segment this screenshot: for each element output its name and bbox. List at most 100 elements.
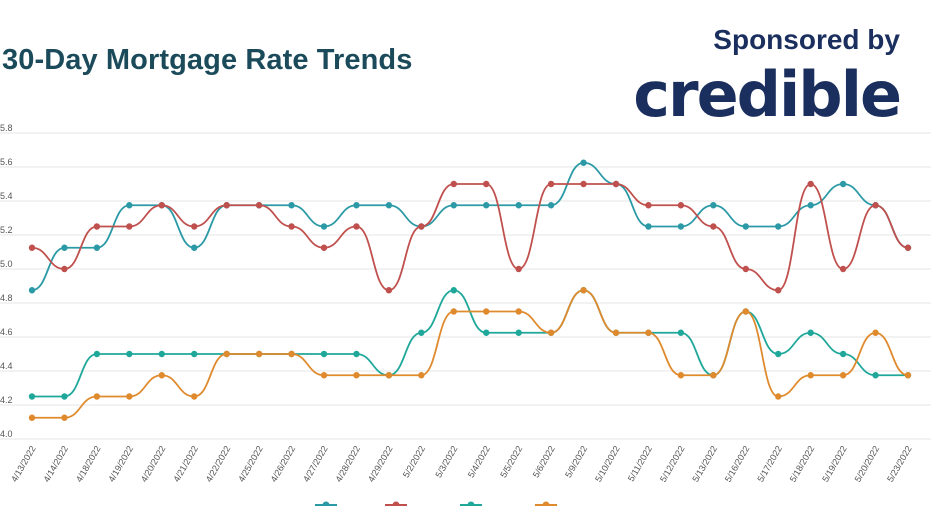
data-point xyxy=(191,393,198,400)
data-point xyxy=(158,202,165,209)
data-point xyxy=(191,223,198,230)
data-point xyxy=(28,393,36,400)
data-point xyxy=(710,372,717,379)
data-point xyxy=(872,329,879,336)
x-tick-label: 4/29/2022 xyxy=(366,444,395,484)
data-point xyxy=(580,159,587,166)
data-point xyxy=(547,329,555,336)
data-point xyxy=(353,202,360,209)
data-point xyxy=(742,223,749,230)
x-tick-label: 4/21/2022 xyxy=(171,444,200,484)
data-point xyxy=(677,372,685,379)
series-4 xyxy=(28,287,912,421)
x-tick-label: 5/4/2022 xyxy=(466,444,492,479)
data-point xyxy=(320,372,328,379)
legend xyxy=(315,501,557,506)
grid-lines xyxy=(0,132,931,440)
x-tick-label: 4/19/2022 xyxy=(106,444,135,484)
legend-swatch-marker xyxy=(467,501,475,506)
data-point xyxy=(28,287,36,294)
data-point xyxy=(677,223,685,230)
y-tick-label: 4.2 xyxy=(0,395,13,405)
x-tick-label: 5/17/2022 xyxy=(755,444,784,484)
data-point xyxy=(28,244,36,251)
data-point xyxy=(61,265,68,273)
data-point xyxy=(839,265,847,273)
data-point xyxy=(710,202,717,209)
data-point xyxy=(126,223,133,230)
series-1 xyxy=(28,159,912,294)
x-tick-label: 5/9/2022 xyxy=(563,444,589,479)
data-point xyxy=(191,350,198,358)
data-point xyxy=(807,372,814,379)
legend-swatch-marker xyxy=(542,501,550,506)
sponsor-block: Sponsored by credible xyxy=(633,20,902,131)
data-point xyxy=(320,223,328,230)
data-point xyxy=(255,202,263,209)
data-point xyxy=(418,223,425,230)
legend-swatch-marker xyxy=(392,501,400,506)
data-point xyxy=(839,350,847,358)
data-point xyxy=(126,350,133,358)
data-point xyxy=(255,350,263,358)
x-axis-ticks: 4/13/2022 4/14/2022 4/18/2022 4/19/2022 4/20… xyxy=(9,444,914,484)
data-point xyxy=(515,202,522,209)
x-tick-label: 5/6/2022 xyxy=(531,444,557,479)
data-point xyxy=(320,244,328,251)
data-point xyxy=(418,329,425,336)
sponsored-by-label: Sponsored by xyxy=(713,24,900,55)
data-point xyxy=(807,329,814,336)
data-point xyxy=(288,350,295,358)
data-point xyxy=(353,350,360,358)
x-tick-label: 4/18/2022 xyxy=(74,444,103,484)
data-point xyxy=(612,180,620,188)
data-point xyxy=(839,180,847,188)
data-point xyxy=(126,393,133,400)
data-point xyxy=(645,223,652,230)
data-point xyxy=(547,202,555,209)
x-tick-label: 5/11/2022 xyxy=(626,444,654,483)
data-point xyxy=(223,350,230,358)
data-point xyxy=(288,223,295,230)
x-tick-label: 5/10/2022 xyxy=(593,444,622,484)
data-point xyxy=(93,393,101,400)
data-point xyxy=(775,393,782,400)
y-tick-label: 4.4 xyxy=(0,361,13,371)
x-tick-label: 4/20/2022 xyxy=(139,444,168,484)
data-point xyxy=(677,329,685,336)
data-point xyxy=(807,180,814,188)
data-point xyxy=(872,202,879,209)
data-point xyxy=(158,372,165,379)
data-point xyxy=(775,223,782,230)
x-tick-label: 4/13/2022 xyxy=(9,444,38,484)
data-point xyxy=(742,308,749,315)
data-point xyxy=(385,372,393,379)
y-axis-ticks: 4.0 4.2 4.4 4.6 4.8 5.0 5.2 5.4 5.6 5.8 xyxy=(0,123,13,439)
data-point xyxy=(450,180,457,188)
data-point xyxy=(93,350,101,358)
data-point xyxy=(353,223,360,230)
data-point xyxy=(385,202,393,209)
legend-swatch-marker xyxy=(322,501,330,506)
data-point xyxy=(547,180,555,188)
x-tick-label: 5/2/2022 xyxy=(401,444,427,479)
credible-logo: credible xyxy=(633,58,902,131)
data-point xyxy=(126,202,133,209)
data-point xyxy=(612,329,620,336)
page-title: 30-Day Mortgage Rate Trends xyxy=(2,44,413,76)
data-point xyxy=(483,308,490,315)
data-point xyxy=(515,329,522,336)
data-point xyxy=(645,202,652,209)
data-point xyxy=(483,329,490,336)
series-3 xyxy=(28,287,912,400)
data-point xyxy=(677,202,685,209)
x-tick-label: 4/28/2022 xyxy=(333,444,362,484)
data-point xyxy=(93,244,101,251)
data-point xyxy=(483,180,490,188)
series-line xyxy=(31,183,909,292)
data-point xyxy=(775,350,782,358)
data-point xyxy=(872,372,879,379)
data-point xyxy=(418,372,425,379)
data-point xyxy=(28,414,36,421)
